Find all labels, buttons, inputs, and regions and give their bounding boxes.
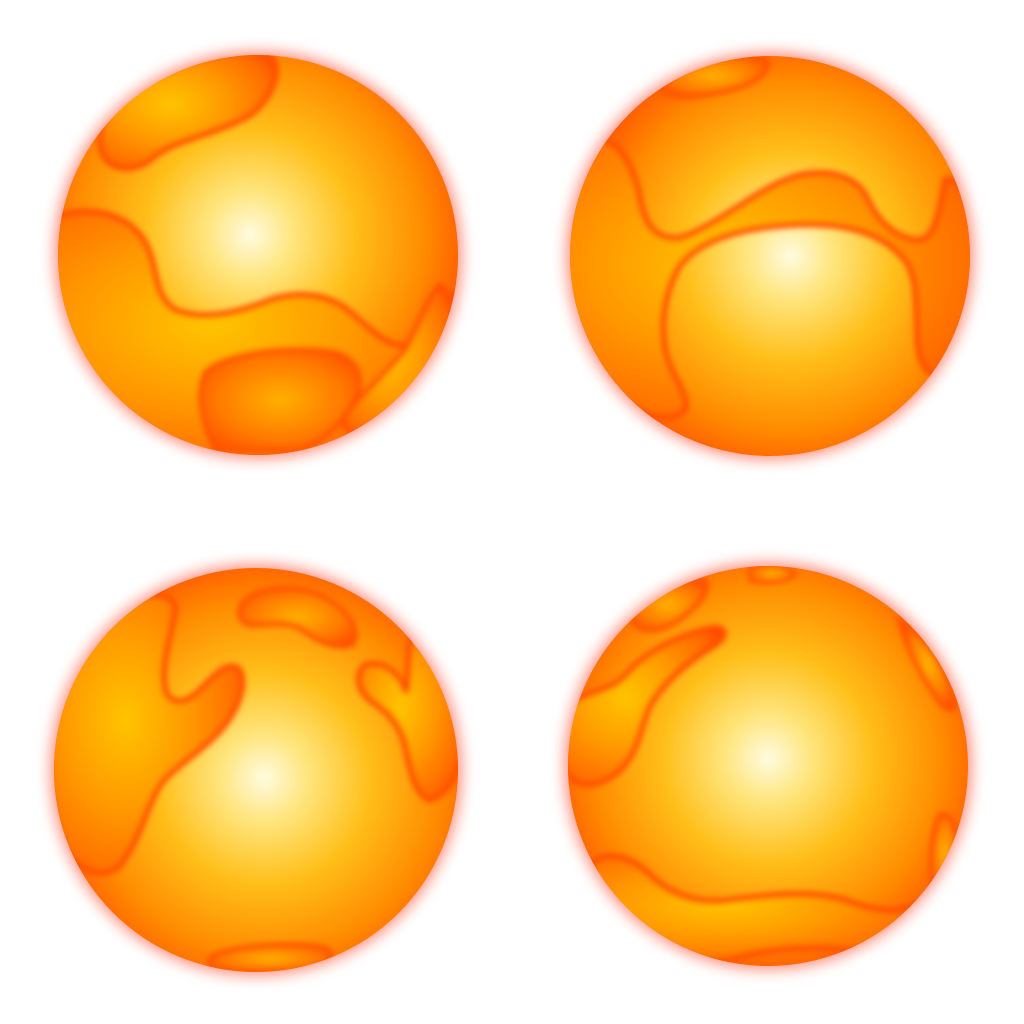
surface-patch: [206, 942, 334, 972]
sphere-body: [570, 56, 970, 456]
surface-patch: [570, 136, 970, 421]
sphere-top-right: [566, 52, 974, 460]
sphere-top-left: [54, 51, 462, 459]
surface-patch: [54, 592, 246, 876]
surface-patch: [896, 615, 958, 712]
sphere-bottom-right: [564, 562, 972, 970]
surface-patch: [568, 624, 727, 788]
surface-patch: [748, 566, 798, 585]
surface-patch: [236, 586, 358, 649]
sphere-bottom-left: [50, 564, 462, 976]
